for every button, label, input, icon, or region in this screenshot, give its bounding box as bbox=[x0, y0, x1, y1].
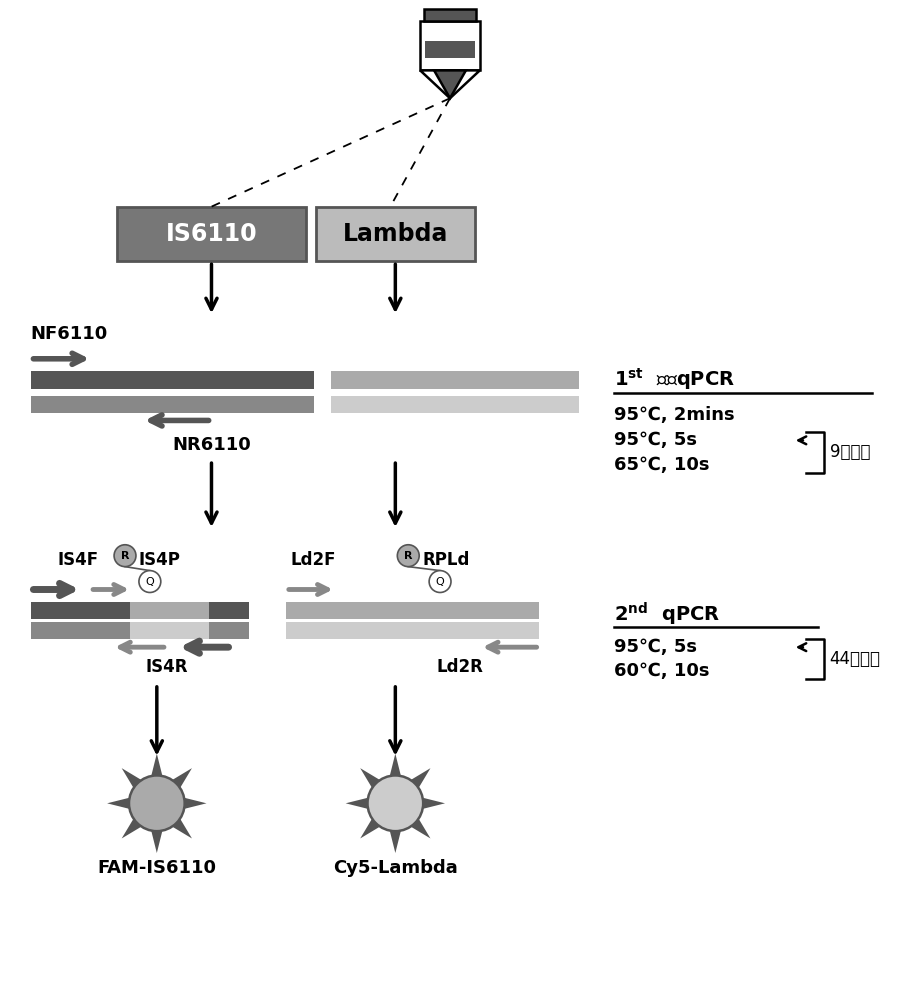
Text: RPLd: RPLd bbox=[422, 551, 470, 569]
Text: 44个循环: 44个循环 bbox=[830, 650, 880, 668]
Polygon shape bbox=[424, 9, 476, 21]
Bar bbox=[210, 602, 249, 619]
Polygon shape bbox=[122, 817, 143, 838]
Bar bbox=[330, 396, 580, 413]
Circle shape bbox=[139, 571, 161, 592]
Text: Q: Q bbox=[146, 577, 154, 587]
Bar bbox=[31, 396, 314, 413]
Text: R: R bbox=[404, 551, 412, 561]
Text: Ld2R: Ld2R bbox=[436, 658, 483, 676]
Text: IS6110: IS6110 bbox=[166, 222, 257, 246]
Bar bbox=[130, 602, 210, 619]
Text: NF6110: NF6110 bbox=[31, 325, 108, 343]
Polygon shape bbox=[421, 797, 445, 809]
Text: 65℃, 10s: 65℃, 10s bbox=[614, 456, 709, 474]
Text: Cy5-Lambda: Cy5-Lambda bbox=[333, 859, 458, 877]
Polygon shape bbox=[171, 768, 192, 789]
Text: IS4R: IS4R bbox=[146, 658, 188, 676]
Bar bbox=[130, 622, 210, 639]
Bar bbox=[31, 602, 130, 619]
Text: 95℃, 5s: 95℃, 5s bbox=[614, 431, 697, 449]
Polygon shape bbox=[107, 797, 131, 809]
Bar bbox=[425, 41, 475, 58]
Text: 9个循环: 9个循环 bbox=[830, 443, 870, 461]
Text: IS4F: IS4F bbox=[58, 551, 99, 569]
Bar bbox=[286, 622, 539, 639]
Polygon shape bbox=[151, 754, 163, 777]
Polygon shape bbox=[171, 817, 192, 838]
Text: Q: Q bbox=[436, 577, 445, 587]
Text: NR6110: NR6110 bbox=[172, 436, 251, 454]
Bar bbox=[210, 622, 249, 639]
Bar bbox=[330, 371, 580, 389]
Text: 95℃, 5s: 95℃, 5s bbox=[614, 638, 697, 656]
Text: $\mathbf{1^{st}}$  巢式qPCR: $\mathbf{1^{st}}$ 巢式qPCR bbox=[614, 366, 735, 392]
Polygon shape bbox=[151, 829, 163, 853]
Bar bbox=[117, 207, 306, 261]
Circle shape bbox=[114, 545, 136, 567]
Text: Ld2F: Ld2F bbox=[291, 551, 337, 569]
Bar bbox=[420, 21, 480, 70]
Text: 95℃, 2mins: 95℃, 2mins bbox=[614, 406, 734, 424]
Text: IS4P: IS4P bbox=[139, 551, 181, 569]
Polygon shape bbox=[360, 768, 382, 789]
Text: $\mathbf{2^{nd}}$  qPCR: $\mathbf{2^{nd}}$ qPCR bbox=[614, 601, 721, 628]
Text: R: R bbox=[121, 551, 130, 561]
Bar bbox=[31, 371, 314, 389]
Polygon shape bbox=[390, 754, 401, 777]
Bar bbox=[316, 207, 475, 261]
Polygon shape bbox=[183, 797, 206, 809]
Polygon shape bbox=[390, 829, 401, 853]
Circle shape bbox=[397, 545, 419, 567]
Circle shape bbox=[367, 775, 423, 831]
Polygon shape bbox=[434, 70, 466, 98]
Polygon shape bbox=[346, 797, 370, 809]
Polygon shape bbox=[420, 70, 480, 98]
Circle shape bbox=[429, 571, 451, 592]
Bar bbox=[31, 622, 130, 639]
Text: 60℃, 10s: 60℃, 10s bbox=[614, 662, 709, 680]
Bar bbox=[286, 602, 539, 619]
Circle shape bbox=[129, 775, 184, 831]
Text: Lambda: Lambda bbox=[343, 222, 448, 246]
Text: FAM-IS6110: FAM-IS6110 bbox=[97, 859, 216, 877]
Polygon shape bbox=[410, 817, 430, 838]
Polygon shape bbox=[122, 768, 143, 789]
Polygon shape bbox=[410, 768, 430, 789]
Polygon shape bbox=[360, 817, 382, 838]
